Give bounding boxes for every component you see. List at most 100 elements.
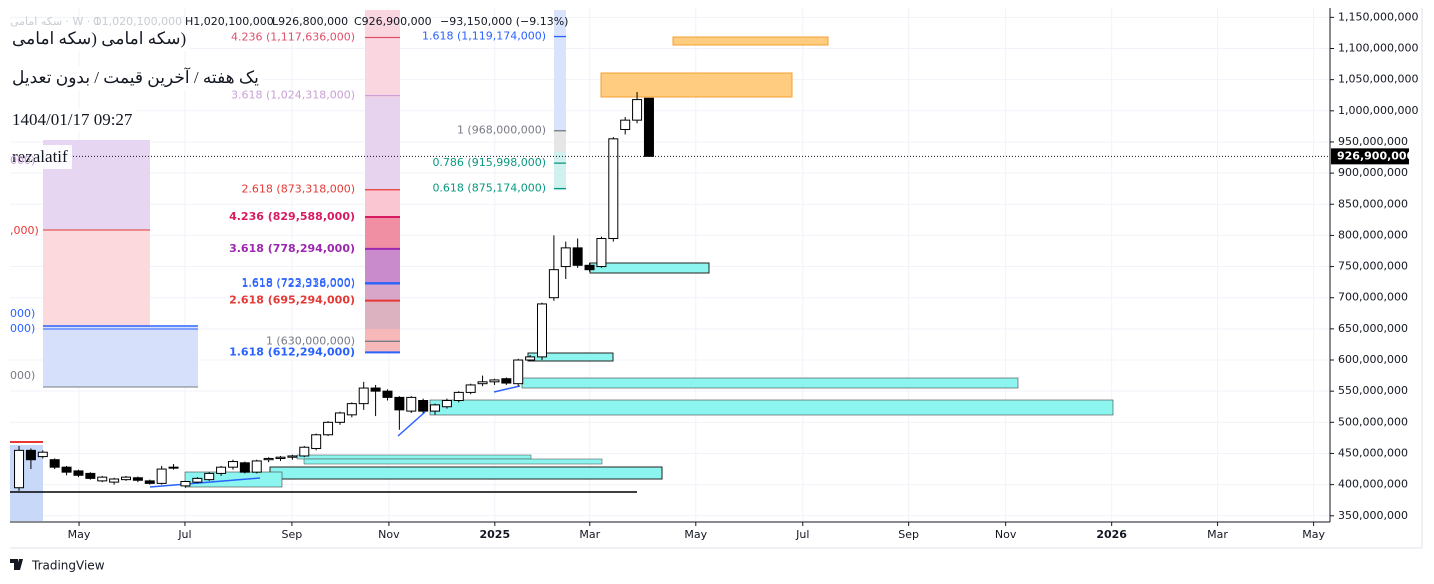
candle-body <box>121 476 132 481</box>
x-tick-label: Jul <box>795 528 809 541</box>
candle-body <box>73 470 84 476</box>
candle-body <box>441 400 452 408</box>
box <box>296 454 532 460</box>
x-tick-label: 2025 <box>479 528 510 541</box>
trend-line <box>493 385 521 393</box>
zone <box>365 301 400 329</box>
candle-body <box>263 457 274 461</box>
candle-body <box>477 381 488 385</box>
legend-date: 1404/01/17 09:27 <box>8 108 137 132</box>
x-tick-label: Sep <box>898 528 919 541</box>
trend-line <box>149 477 261 488</box>
candle-body <box>501 378 512 384</box>
x-tick-label: May <box>1302 528 1325 541</box>
zone <box>365 97 400 190</box>
zone <box>365 10 400 97</box>
candle-body <box>489 379 500 383</box>
fib-label: 1 (630,000,000) <box>266 334 355 347</box>
candle-body <box>382 390 393 398</box>
zone <box>554 152 566 190</box>
zone <box>365 190 400 217</box>
candle-body <box>548 269 559 299</box>
x-tick-label: May <box>684 528 707 541</box>
y-tick-label: 400,000,000 <box>1338 478 1408 491</box>
y-tick-label: 550,000,000 <box>1338 384 1408 397</box>
fib-label: 4.236 (1,117,636,000) <box>231 31 355 44</box>
y-tick-label: 600,000,000 <box>1338 353 1408 366</box>
y-tick-label: 1,150,000,000 <box>1338 10 1418 23</box>
box <box>303 458 603 465</box>
candle-body <box>275 456 286 459</box>
candle-body <box>572 247 583 266</box>
candle-body <box>49 459 60 468</box>
candle-body <box>192 477 203 483</box>
x-tick-label: 2026 <box>1096 528 1127 541</box>
candle-body <box>299 446 310 457</box>
zone <box>554 10 566 131</box>
candle-body <box>394 396 405 411</box>
candle-body <box>584 264 595 271</box>
clipped-label: 000) <box>10 307 36 320</box>
candle-body <box>334 412 345 423</box>
legend-title: (سکه امامی (سکه امامی <box>8 27 191 51</box>
candle-body <box>453 391 464 402</box>
candle-body <box>418 400 429 412</box>
box <box>429 399 1114 416</box>
candle-body <box>406 396 417 412</box>
trend-line <box>397 411 426 437</box>
fib-label: 1.618 (722,318,000) <box>241 277 355 290</box>
candle-body <box>37 451 48 458</box>
fib-levels: 4.236 (1,117,636,000) 3.618 (1,024,318,00… <box>229 30 566 358</box>
candle-body <box>132 477 143 481</box>
candle-body <box>14 449 25 489</box>
candle-body <box>620 119 631 130</box>
y-tick-label: 500,000,000 <box>1338 415 1408 428</box>
box <box>589 262 710 274</box>
fib-label: 2.618 (873,318,000) <box>241 183 355 196</box>
header-symbol: سکه امامی · W · 1 <box>10 15 101 28</box>
last-price-tag <box>1331 148 1409 165</box>
zone <box>554 131 566 152</box>
zone <box>365 249 400 284</box>
y-tick-label: 900,000,000 <box>1338 166 1408 179</box>
y-tick-label: 950,000,000 <box>1338 135 1408 148</box>
fib-label: 3.618 (778,294,000) <box>229 242 355 255</box>
header-high: H1,020,100,000 <box>185 15 274 28</box>
clipped-label: ,000) <box>10 224 39 237</box>
candle-body <box>525 356 536 361</box>
x-tick-label: May <box>68 528 91 541</box>
candle-body <box>311 434 322 449</box>
candle-body <box>430 404 441 412</box>
header-low: L926,800,000 <box>272 15 348 28</box>
candle-body <box>465 384 476 393</box>
box <box>672 36 829 46</box>
candle-body <box>180 481 191 487</box>
candle-body <box>251 460 262 473</box>
legend-subtitle: یک هفته / آخرین قیمت / بدون تعدیل <box>8 66 263 90</box>
candle-body <box>227 461 238 468</box>
candle-body <box>370 387 381 392</box>
candle-body <box>323 421 334 436</box>
fib-label: 1.618 (612,294,000) <box>229 345 355 358</box>
candle-body <box>156 468 167 484</box>
zone <box>365 329 400 352</box>
x-tick-label: Mar <box>1207 528 1228 541</box>
zone <box>365 217 400 249</box>
y-tick-label: 1,000,000,000 <box>1338 104 1418 117</box>
zone <box>365 284 400 301</box>
y-tick-label: 1,100,000,000 <box>1338 41 1418 54</box>
x-tick-label: Nov <box>995 528 1017 541</box>
fib-label: 0.786 (915,998,000) <box>432 156 546 169</box>
x-tick-label: Mar <box>579 528 600 541</box>
box <box>269 466 663 480</box>
candle-body <box>643 97 654 157</box>
fib-label: 1 (968,000,000) <box>457 124 546 137</box>
candle-body <box>596 238 607 268</box>
box <box>600 72 793 98</box>
x-tick-label: Jul <box>177 528 191 541</box>
candle-body <box>144 480 155 484</box>
brand: TradingView <box>31 559 105 573</box>
candle-body <box>61 466 72 473</box>
candle-body <box>536 303 547 358</box>
